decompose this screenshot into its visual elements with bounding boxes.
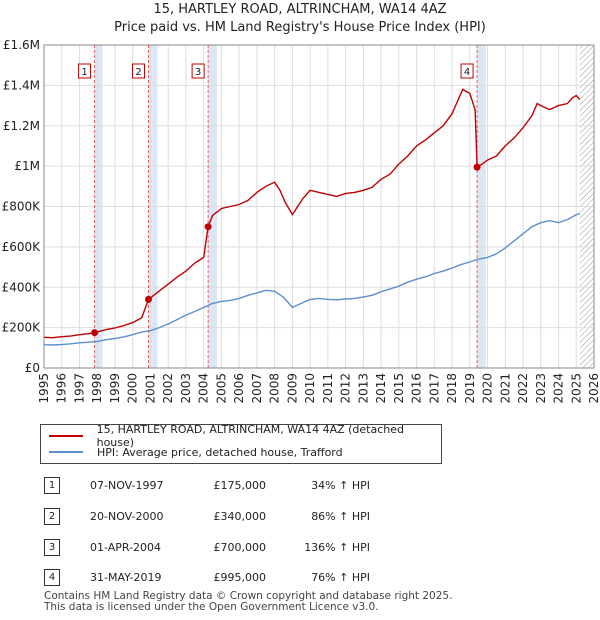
x-tick-label: 2000 xyxy=(126,373,140,404)
x-tick-label: 2006 xyxy=(232,373,246,404)
legend-label-hpi: HPI: Average price, detached house, Traf… xyxy=(97,445,343,459)
sale-date: 07-NOV-1997 xyxy=(90,479,164,492)
x-tick-label: 1995 xyxy=(37,373,51,404)
sale-date: 20-NOV-2000 xyxy=(90,510,164,523)
footer-licence: This data is licensed under the Open Gov… xyxy=(44,601,379,613)
legend: 15, HARTLEY ROAD, ALTRINCHAM, WA14 4AZ (… xyxy=(40,423,442,464)
x-tick-label: 2023 xyxy=(534,373,548,404)
y-tick-label: £200K xyxy=(2,321,42,335)
y-tick-label: £1.2M xyxy=(3,119,40,133)
plot-frame xyxy=(43,44,595,369)
x-tick-label: 2026 xyxy=(587,373,600,404)
x-tick-label: 2003 xyxy=(179,373,193,404)
y-tick-label: £1.6M xyxy=(3,38,40,52)
hpi-line xyxy=(43,212,580,346)
sale-point xyxy=(204,223,212,231)
y-tick-label: £800K xyxy=(2,200,42,214)
x-tick-label: 1999 xyxy=(108,373,122,404)
x-tick-label: 2010 xyxy=(303,373,317,404)
x-tick-label: 2024 xyxy=(552,373,566,404)
x-tick-label: 2008 xyxy=(268,373,282,404)
x-tick-label: 2018 xyxy=(445,373,459,404)
x-tick-label: 2004 xyxy=(197,373,211,404)
y-tick-label: £600K xyxy=(2,240,42,254)
x-tick-label: 2014 xyxy=(374,373,388,404)
y-tick-label: £0 xyxy=(25,361,40,375)
sale-date: 31-MAY-2019 xyxy=(90,571,162,584)
table-row: 3 01-APR-2004 £700,000 136% ↑ HPI xyxy=(40,537,520,557)
sale-marker-label: 2 xyxy=(135,67,141,78)
sale-marker-box xyxy=(132,63,145,79)
sale-marker-label: 4 xyxy=(464,67,470,78)
x-tick-label: 2025 xyxy=(569,373,583,404)
legend-item-hpi: HPI: Average price, detached house, Traf… xyxy=(49,444,343,460)
legend-swatch-property xyxy=(49,435,83,437)
sale-marker-box xyxy=(78,63,92,79)
x-tick-label: 1996 xyxy=(55,373,69,404)
footer-copyright: Contains HM Land Registry data © Crown c… xyxy=(44,590,453,602)
table-row: 1 07-NOV-1997 £175,000 34% ↑ HPI xyxy=(40,475,520,495)
sale-number: 4 xyxy=(44,569,60,586)
chart-title: 15, HARTLEY ROAD, ALTRINCHAM, WA14 4AZ xyxy=(153,2,447,17)
y-tick-label: £400K xyxy=(2,280,42,294)
sale-point xyxy=(91,329,99,337)
x-tick-label: 2015 xyxy=(392,373,406,404)
sale-hpi-change: 34% ↑ HPI xyxy=(311,479,370,492)
sale-price: £340,000 xyxy=(213,510,267,523)
x-tick-label: 1997 xyxy=(72,373,86,404)
sale-hpi-change: 86% ↑ HPI xyxy=(311,510,370,523)
x-tick-label: 2016 xyxy=(410,373,424,404)
x-tick-label: 2002 xyxy=(161,373,175,404)
sale-price: £175,000 xyxy=(213,479,267,492)
y-tick-label: £1M xyxy=(14,159,40,173)
x-tick-label: 2022 xyxy=(516,373,530,404)
sale-marker-box xyxy=(191,63,205,79)
x-tick-label: 2020 xyxy=(481,373,495,404)
legend-swatch-hpi xyxy=(49,451,83,453)
property-price-line xyxy=(43,88,581,339)
sale-hpi-change: 76% ↑ HPI xyxy=(311,571,370,584)
x-tick-label: 2012 xyxy=(339,373,353,404)
legend-item-property: 15, HARTLEY ROAD, ALTRINCHAM, WA14 4AZ (… xyxy=(49,423,441,449)
price-chart: 1 2 3 4 £0 £200K £400K £600K £800K £1M £1.2M £1.4M £… xyxy=(2,38,600,404)
sale-marker-label: 3 xyxy=(195,67,201,78)
x-tick-label: 2009 xyxy=(285,373,299,404)
x-tick-label: 2007 xyxy=(250,373,264,404)
sale-marker-label: 1 xyxy=(81,67,87,78)
x-tick-label: 2011 xyxy=(321,373,335,404)
sale-hpi-change: 136% ↑ HPI xyxy=(304,541,370,554)
x-tick-label: 2019 xyxy=(463,373,477,404)
sale-marker-box xyxy=(460,63,474,79)
x-tick-label: 2001 xyxy=(143,373,157,404)
x-tick-label: 2017 xyxy=(427,373,441,404)
x-tick-label: 2013 xyxy=(356,373,370,404)
x-tick-label: 2005 xyxy=(214,373,228,404)
legend-label-property: 15, HARTLEY ROAD, ALTRINCHAM, WA14 4AZ (… xyxy=(96,423,404,449)
y-tick-label: £1.4M xyxy=(3,78,40,92)
sale-price: £700,000 xyxy=(213,541,267,554)
table-row: 4 31-MAY-2019 £995,000 76% ↑ HPI xyxy=(40,567,520,587)
sale-number: 1 xyxy=(44,477,60,494)
x-tick-label: 2021 xyxy=(498,373,512,404)
sale-number: 3 xyxy=(44,539,60,556)
sale-price: £995,000 xyxy=(213,571,267,584)
sale-point xyxy=(473,163,481,171)
sale-point xyxy=(145,295,152,303)
sale-number: 2 xyxy=(44,508,60,525)
table-row: 2 20-NOV-2000 £340,000 86% ↑ HPI xyxy=(40,506,520,526)
sale-date: 01-APR-2004 xyxy=(90,541,162,554)
chart-subtitle: Price paid vs. HM Land Registry's House … xyxy=(114,20,486,35)
x-tick-label: 1998 xyxy=(90,373,104,404)
